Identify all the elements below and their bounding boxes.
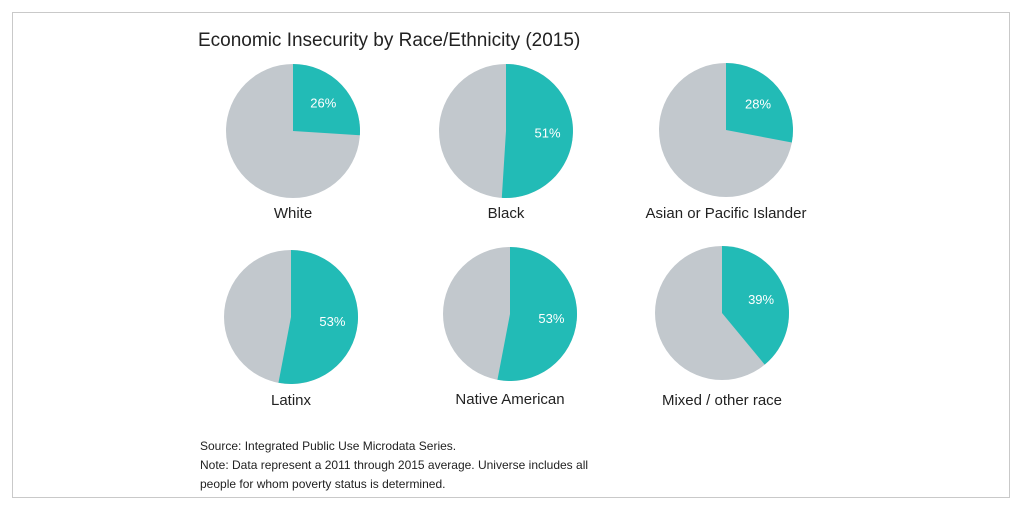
pie-native-american: 53% Native American xyxy=(443,247,578,408)
pie-category-label-white: White xyxy=(274,205,312,222)
pie-mixed-other-race: 39% Mixed / other race xyxy=(655,246,789,409)
pie-category-label-asian-or-pacific-islander: Asian or Pacific Islander xyxy=(646,205,807,222)
pie-value-slice-asian-or-pacific-islander xyxy=(726,63,793,143)
pie-value-slice-latinx xyxy=(278,250,359,384)
pie-white: 26% White xyxy=(226,64,361,222)
pie-value-label-latinx: 53% xyxy=(319,314,345,329)
note-line-2: people for whom poverty status is determ… xyxy=(200,477,446,491)
pie-category-label-black: Black xyxy=(488,205,525,222)
pie-asian-or-pacific-islander: 28% Asian or Pacific Islander xyxy=(646,63,807,222)
pie-value-slice-native-american xyxy=(497,247,578,381)
note-line-1: Note: Data represent a 2011 through 2015… xyxy=(200,458,589,472)
chart-notes: Source: Integrated Public Use Microdata … xyxy=(200,437,588,494)
source-note: Source: Integrated Public Use Microdata … xyxy=(200,439,457,453)
pie-value-slice-white xyxy=(293,64,361,136)
pie-value-label-white: 26% xyxy=(310,96,336,111)
pie-value-label-mixed-other-race: 39% xyxy=(748,292,774,307)
pie-value-label-native-american: 53% xyxy=(538,311,564,326)
pie-category-label-mixed-other-race: Mixed / other race xyxy=(662,392,782,409)
pie-latinx: 53% Latinx xyxy=(224,250,359,409)
pie-value-slice-mixed-other-race xyxy=(722,246,789,365)
pie-value-label-asian-or-pacific-islander: 28% xyxy=(745,97,771,112)
pie-value-slice-black xyxy=(501,64,573,198)
pie-category-label-latinx: Latinx xyxy=(271,392,312,409)
chart-title: Economic Insecurity by Race/Ethnicity (2… xyxy=(198,30,581,51)
pie-black: 51% Black xyxy=(439,64,573,222)
pie-value-label-black: 51% xyxy=(534,125,560,140)
pie-category-label-native-american: Native American xyxy=(455,391,564,408)
